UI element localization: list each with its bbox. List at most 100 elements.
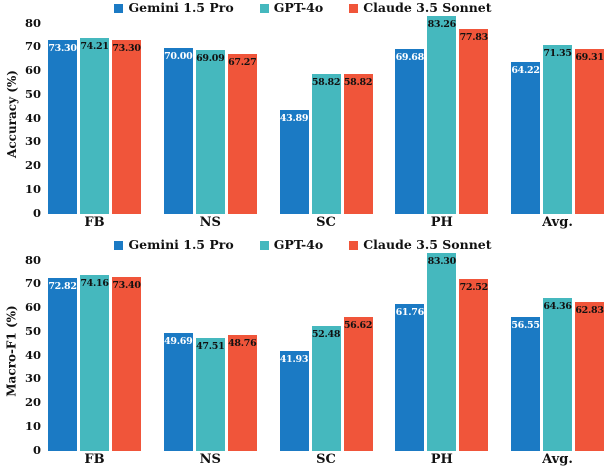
bar-value-label: 58.82 bbox=[311, 77, 341, 89]
legend-item: Gemini 1.5 Pro bbox=[114, 0, 234, 16]
legend-swatch bbox=[259, 241, 269, 250]
bar: 52.48 bbox=[311, 326, 341, 451]
bar-value-label: 70.00 bbox=[164, 50, 193, 62]
bar-value-label: 74.21 bbox=[80, 40, 109, 52]
bar: 41.93 bbox=[279, 351, 309, 451]
bar-cluster: 49.69 47.51 48.76 bbox=[163, 333, 257, 451]
bar-group: 61.76 83.30 72.52 PH bbox=[395, 253, 489, 466]
y-tick-label: 20 bbox=[24, 158, 41, 172]
plot-area: Macro-F1 (%) 0 10 20 30 40 50 60 70 80 72.82 74.16 7… bbox=[5, 251, 604, 466]
bar-value-label: 58.82 bbox=[343, 77, 373, 89]
bar: 69.09 bbox=[195, 49, 225, 214]
bar: 72.52 bbox=[459, 278, 489, 451]
bar: 67.27 bbox=[227, 54, 257, 214]
bar-cluster: 41.93 52.48 56.62 bbox=[279, 316, 373, 451]
x-category-label: NS bbox=[199, 215, 221, 230]
bar-cluster: 56.55 64.36 62.83 bbox=[511, 298, 604, 451]
bar-value-label: 67.27 bbox=[228, 57, 257, 69]
legend-item: Claude 3.5 Sonnet bbox=[349, 0, 492, 16]
bar-value-label: 43.89 bbox=[279, 112, 309, 124]
x-category-label: Avg. bbox=[542, 452, 573, 467]
bar: 48.76 bbox=[227, 335, 257, 451]
legend-label: Claude 3.5 Sonnet bbox=[363, 0, 492, 16]
bar-value-label: 73.30 bbox=[48, 42, 77, 54]
legend-label: GPT-4o bbox=[273, 237, 324, 253]
bar-value-label: 52.48 bbox=[311, 329, 341, 341]
macro-f1-chart: Gemini 1.5 Pro GPT-4o Claude 3.5 Sonnet Mac… bbox=[0, 237, 606, 474]
y-tick-label: 0 bbox=[32, 205, 41, 220]
bar-group: 64.22 71.35 69.31 Avg. bbox=[511, 44, 604, 229]
bar-value-label: 71.35 bbox=[543, 47, 572, 59]
y-tick-label: 70 bbox=[24, 39, 41, 54]
y-tick-label: 60 bbox=[24, 63, 41, 77]
x-category-label: NS bbox=[199, 452, 221, 467]
legend-swatch bbox=[114, 241, 124, 250]
bar-group: 56.55 64.36 62.83 Avg. bbox=[511, 298, 604, 466]
bar-value-label: 69.68 bbox=[395, 51, 425, 63]
y-tick-label: 0 bbox=[32, 442, 41, 457]
bar-cluster: 70.00 69.09 67.27 bbox=[163, 47, 257, 214]
bar: 58.82 bbox=[343, 74, 373, 214]
accuracy-chart: Gemini 1.5 Pro GPT-4o Claude 3.5 Sonnet Acc… bbox=[0, 0, 606, 229]
y-tick-label: 40 bbox=[24, 110, 41, 125]
bar: 56.62 bbox=[343, 316, 373, 451]
bar: 58.82 bbox=[311, 74, 341, 214]
legend-swatch bbox=[349, 241, 359, 250]
bar-value-label: 74.16 bbox=[80, 277, 109, 289]
bar-cluster: 73.30 74.21 73.30 bbox=[48, 37, 141, 214]
bar-value-label: 83.26 bbox=[427, 19, 457, 31]
y-tick-label: 50 bbox=[24, 323, 41, 338]
legend-label: Gemini 1.5 Pro bbox=[128, 0, 234, 16]
bar-group: 73.30 74.21 73.30 FB bbox=[48, 37, 141, 229]
bar: 69.31 bbox=[575, 49, 604, 214]
bar-value-label: 47.51 bbox=[196, 341, 225, 353]
bar-cluster: 64.22 71.35 69.31 bbox=[511, 44, 604, 214]
x-category-label: SC bbox=[316, 215, 336, 230]
bar-value-label: 72.82 bbox=[48, 281, 77, 293]
bar-cluster: 69.68 83.26 77.83 bbox=[395, 16, 489, 214]
bar-value-label: 69.09 bbox=[196, 52, 225, 64]
y-tick-label: 80 bbox=[24, 15, 41, 30]
bar-groups: 73.30 74.21 73.30 FB 70.00 69.09 67.27 NS 43.89 5… bbox=[48, 14, 604, 229]
bar-cluster: 43.89 58.82 58.82 bbox=[279, 74, 373, 214]
bar: 74.16 bbox=[80, 274, 109, 451]
bar-group: 49.69 47.51 48.76 NS bbox=[163, 333, 257, 466]
legend-label: Gemini 1.5 Pro bbox=[128, 237, 234, 253]
bar: 56.55 bbox=[511, 316, 540, 451]
legend-swatch bbox=[114, 4, 124, 13]
y-tick-label: 30 bbox=[24, 371, 41, 386]
bar: 43.89 bbox=[279, 109, 309, 214]
y-tick-label: 60 bbox=[24, 300, 41, 314]
legend: Gemini 1.5 Pro GPT-4o Claude 3.5 Sonnet bbox=[0, 237, 606, 254]
bar: 62.83 bbox=[575, 301, 604, 451]
legend-item: GPT-4o bbox=[259, 237, 324, 253]
bar-value-label: 41.93 bbox=[279, 354, 309, 366]
y-tick-label: 50 bbox=[24, 86, 41, 101]
bar-value-label: 56.62 bbox=[343, 319, 373, 331]
plot-area: Accuracy (%) 0 10 20 30 40 50 60 70 80 73.30 74.21 7… bbox=[5, 14, 604, 229]
legend-label: GPT-4o bbox=[273, 0, 324, 16]
bar: 73.40 bbox=[112, 276, 141, 451]
bar-groups: 72.82 74.16 73.40 FB 49.69 47.51 48.76 NS 41.93 5… bbox=[48, 251, 604, 466]
bar-value-label: 64.22 bbox=[511, 64, 540, 76]
bar-value-label: 69.31 bbox=[575, 52, 604, 64]
bar: 73.30 bbox=[112, 39, 141, 214]
bar: 61.76 bbox=[395, 304, 425, 451]
legend-item: Gemini 1.5 Pro bbox=[114, 237, 234, 253]
bar-value-label: 72.52 bbox=[459, 281, 489, 293]
bar-value-label: 73.30 bbox=[112, 42, 141, 54]
bar-cluster: 72.82 74.16 73.40 bbox=[48, 274, 141, 451]
bar: 70.00 bbox=[163, 47, 193, 214]
x-category-label: SC bbox=[316, 452, 336, 467]
bar: 83.26 bbox=[427, 16, 457, 214]
y-tick-label: 20 bbox=[24, 395, 41, 409]
bar: 77.83 bbox=[459, 29, 489, 214]
bar-group: 41.93 52.48 56.62 SC bbox=[279, 316, 373, 466]
bar-value-label: 73.40 bbox=[112, 279, 141, 291]
bar-cluster: 61.76 83.30 72.52 bbox=[395, 253, 489, 451]
legend: Gemini 1.5 Pro GPT-4o Claude 3.5 Sonnet bbox=[0, 0, 606, 17]
legend-item: GPT-4o bbox=[259, 0, 324, 16]
y-tick-label: 10 bbox=[24, 418, 41, 433]
x-category-label: FB bbox=[84, 452, 105, 467]
